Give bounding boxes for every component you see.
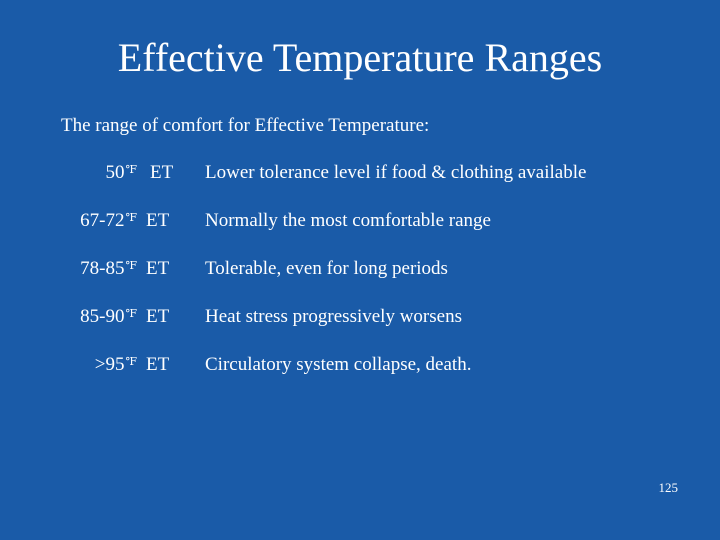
page-number: 125 [658, 480, 679, 495]
range-description: Circulatory system collapse, death. [205, 354, 472, 375]
range-unit: ET [146, 258, 170, 279]
range-unit: ET [150, 162, 174, 183]
range-temperature: 50℉ [105, 162, 136, 183]
degree-fahrenheit-icon: ℉ [125, 260, 136, 272]
range-temperature: 78-85℉ [80, 258, 137, 279]
range-unit: ET [146, 306, 170, 327]
range-description: Lower tolerance level if food & clothing… [205, 162, 587, 183]
range-row-over-95: >95℉ ET Circulatory system collapse, dea… [0, 351, 720, 379]
range-row-78-85: 78-85℉ ET Tolerable, even for long perio… [0, 255, 720, 283]
range-row-67-72: 67-72℉ ET Normally the most comfortable … [0, 207, 720, 235]
degree-fahrenheit-icon: ℉ [125, 356, 136, 368]
range-row-85-90: 85-90℉ ET Heat stress progressively wors… [0, 303, 720, 331]
range-temperature: 85-90℉ [80, 306, 137, 327]
range-unit: ET [146, 354, 170, 375]
degree-fahrenheit-icon: ℉ [125, 308, 136, 320]
slide-title: Effective Temperature Ranges [117, 35, 603, 80]
intro-text: The range of comfort for Effective Tempe… [61, 115, 430, 136]
range-unit: ET [146, 210, 170, 231]
range-temperature: >95℉ [94, 354, 137, 375]
range-description: Tolerable, even for long periods [205, 258, 448, 279]
degree-fahrenheit-icon: ℉ [125, 212, 136, 224]
range-description: Normally the most comfortable range [205, 210, 491, 231]
degree-fahrenheit-icon: ℉ [125, 164, 136, 176]
range-row-50: 50℉ ET Lower tolerance level if food & c… [0, 159, 720, 187]
range-temperature: 67-72℉ [80, 210, 137, 231]
range-description: Heat stress progressively worsens [205, 306, 462, 327]
